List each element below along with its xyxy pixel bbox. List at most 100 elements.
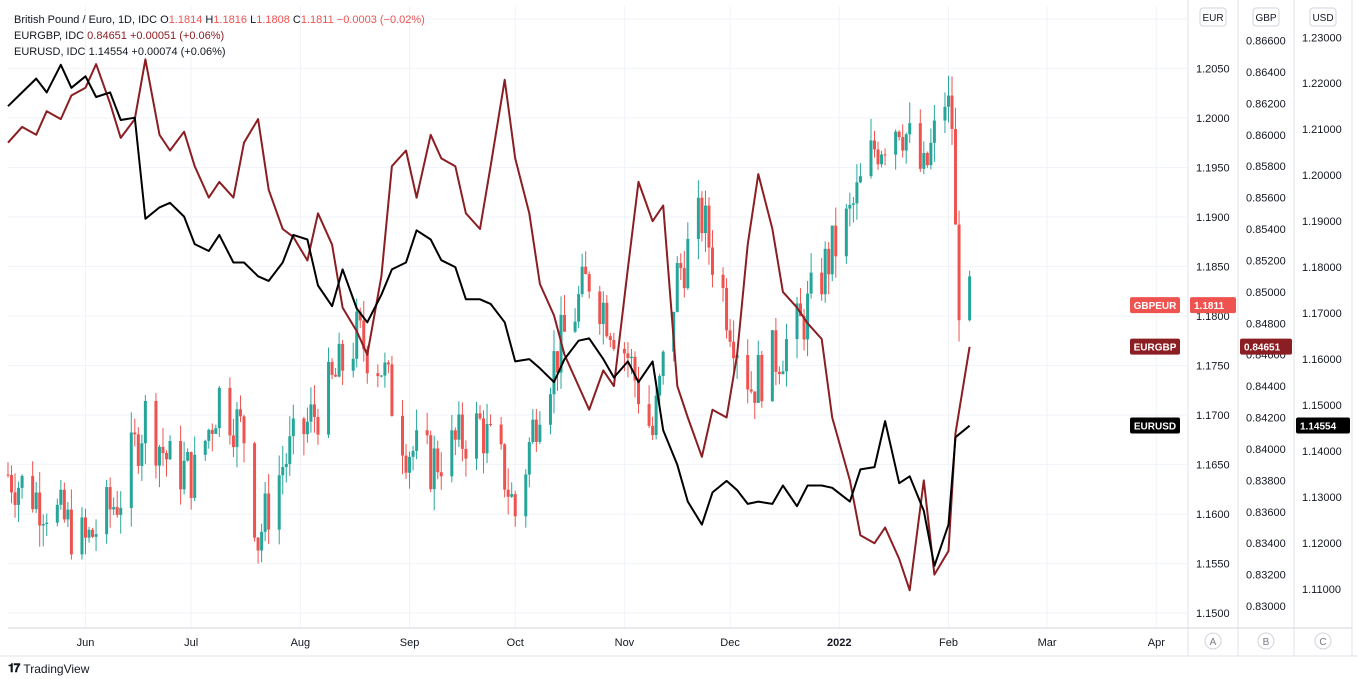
axis-tick-label: 1.11000	[1302, 584, 1341, 596]
candle-body	[351, 358, 355, 371]
legend-high-label: H	[205, 14, 214, 26]
candle-body	[823, 248, 827, 295]
candle-body	[784, 339, 788, 372]
candle-body	[105, 487, 109, 535]
axis-tick-label: 1.18000	[1302, 262, 1342, 274]
axis-tick-label: 1.1550	[1196, 559, 1230, 571]
series-name-text: EURUSD	[1134, 422, 1176, 433]
candle-body	[686, 238, 690, 289]
candle-body	[534, 419, 538, 442]
price-label-value: 1.14554	[1300, 422, 1337, 433]
candle-body	[922, 152, 926, 169]
candle-body	[238, 409, 242, 417]
candle-body	[943, 106, 947, 121]
legend-high: 1.1816	[213, 14, 248, 26]
candle-body	[379, 375, 383, 377]
candle-body	[277, 475, 281, 530]
axis-badge	[1257, 632, 1275, 650]
candle-body	[34, 492, 38, 510]
candle-body	[83, 517, 87, 538]
series-name-tag	[1130, 297, 1180, 314]
candle-body	[140, 443, 144, 466]
candle-body	[189, 452, 193, 498]
candle-body	[608, 336, 612, 341]
candle-body	[203, 440, 207, 455]
candle-body	[355, 311, 359, 359]
candle-body	[66, 509, 70, 520]
candle-body	[302, 418, 306, 435]
candle-body	[478, 413, 482, 419]
series-name-tag	[1130, 417, 1180, 434]
candle-body	[136, 434, 140, 466]
candle-body	[552, 351, 556, 395]
candle-body	[383, 362, 387, 376]
axis-tick-label: 0.86000	[1246, 130, 1286, 142]
legend-eurusd-title: EURUSD, IDC	[14, 46, 86, 58]
candle-body	[880, 154, 884, 165]
candle-body	[746, 355, 750, 390]
candle-body	[651, 425, 655, 436]
candle-body	[598, 291, 602, 324]
candle-body	[143, 400, 147, 444]
axis-badge	[1204, 632, 1222, 650]
candle-body	[682, 268, 686, 289]
legend-low: 1.1808	[256, 14, 290, 26]
candle-body	[897, 131, 901, 138]
axis-badge-label: C	[1319, 637, 1326, 648]
axis-currency-box	[1252, 7, 1280, 27]
candle-body	[799, 303, 803, 317]
axis-currency-box	[1309, 7, 1337, 27]
series-name-text: EURGBP	[1134, 343, 1177, 354]
candle-body	[830, 225, 834, 275]
axis-tick-label: 0.84000	[1246, 444, 1286, 456]
legend-eurgbp-title: EURGBP, IDC	[14, 30, 85, 42]
chart-legend: British Pound / Euro, 1D, IDC O1.1814 H1…	[14, 12, 425, 60]
candle-body	[929, 142, 933, 166]
series-name-tag	[1130, 338, 1180, 355]
candle-body	[260, 531, 264, 551]
candle-body	[401, 415, 405, 456]
candle-body	[334, 374, 338, 377]
candle-body	[513, 494, 517, 517]
axis-tick-label: 1.1750	[1196, 361, 1230, 373]
candle-body	[404, 455, 408, 473]
candle-body	[721, 274, 725, 289]
candle-body	[883, 154, 887, 156]
candle-body	[408, 456, 412, 473]
candle-body	[555, 351, 559, 373]
candle-body	[587, 274, 591, 292]
candle-body	[770, 330, 774, 402]
time-tick-label: Jun	[77, 637, 95, 649]
axis-tick-label: 1.23000	[1302, 32, 1342, 44]
axis-tick-label: 0.86600	[1246, 36, 1286, 48]
axis-tick-label: 1.19000	[1302, 216, 1342, 228]
candle-body	[288, 436, 292, 464]
overlay-lines	[7, 58, 971, 592]
legend-close: 1.1811	[300, 14, 334, 26]
legend-open: 1.1814	[168, 14, 203, 26]
legend-eurgbp-value: 0.84651	[87, 30, 127, 42]
candle-body	[661, 351, 665, 377]
candle-body	[725, 288, 729, 331]
candle-body	[253, 443, 257, 538]
candle-body	[499, 424, 503, 445]
candle-body	[337, 343, 341, 377]
tradingview-logo[interactable]: 𝟏𝟕 TradingView	[8, 661, 89, 676]
candle-body	[858, 176, 862, 183]
candle-body	[330, 361, 334, 375]
candle-body	[485, 424, 489, 454]
candle-body	[573, 321, 577, 332]
candle-body	[45, 522, 49, 525]
chart-grid	[8, 6, 1188, 628]
axis-tick-label: 1.16000	[1302, 354, 1342, 366]
tradingview-logo-text: TradingView	[23, 661, 90, 676]
legend-eurusd-change: +0.00074 (+0.06%)	[131, 46, 226, 58]
axis-tick-label: 0.85400	[1246, 224, 1286, 236]
candle-body	[20, 475, 24, 488]
axis-tick-label: 0.86400	[1246, 67, 1286, 79]
candle-body	[700, 197, 704, 234]
candle-body	[809, 272, 813, 294]
candle-body	[386, 362, 390, 365]
gbpeur-candles	[6, 75, 972, 564]
